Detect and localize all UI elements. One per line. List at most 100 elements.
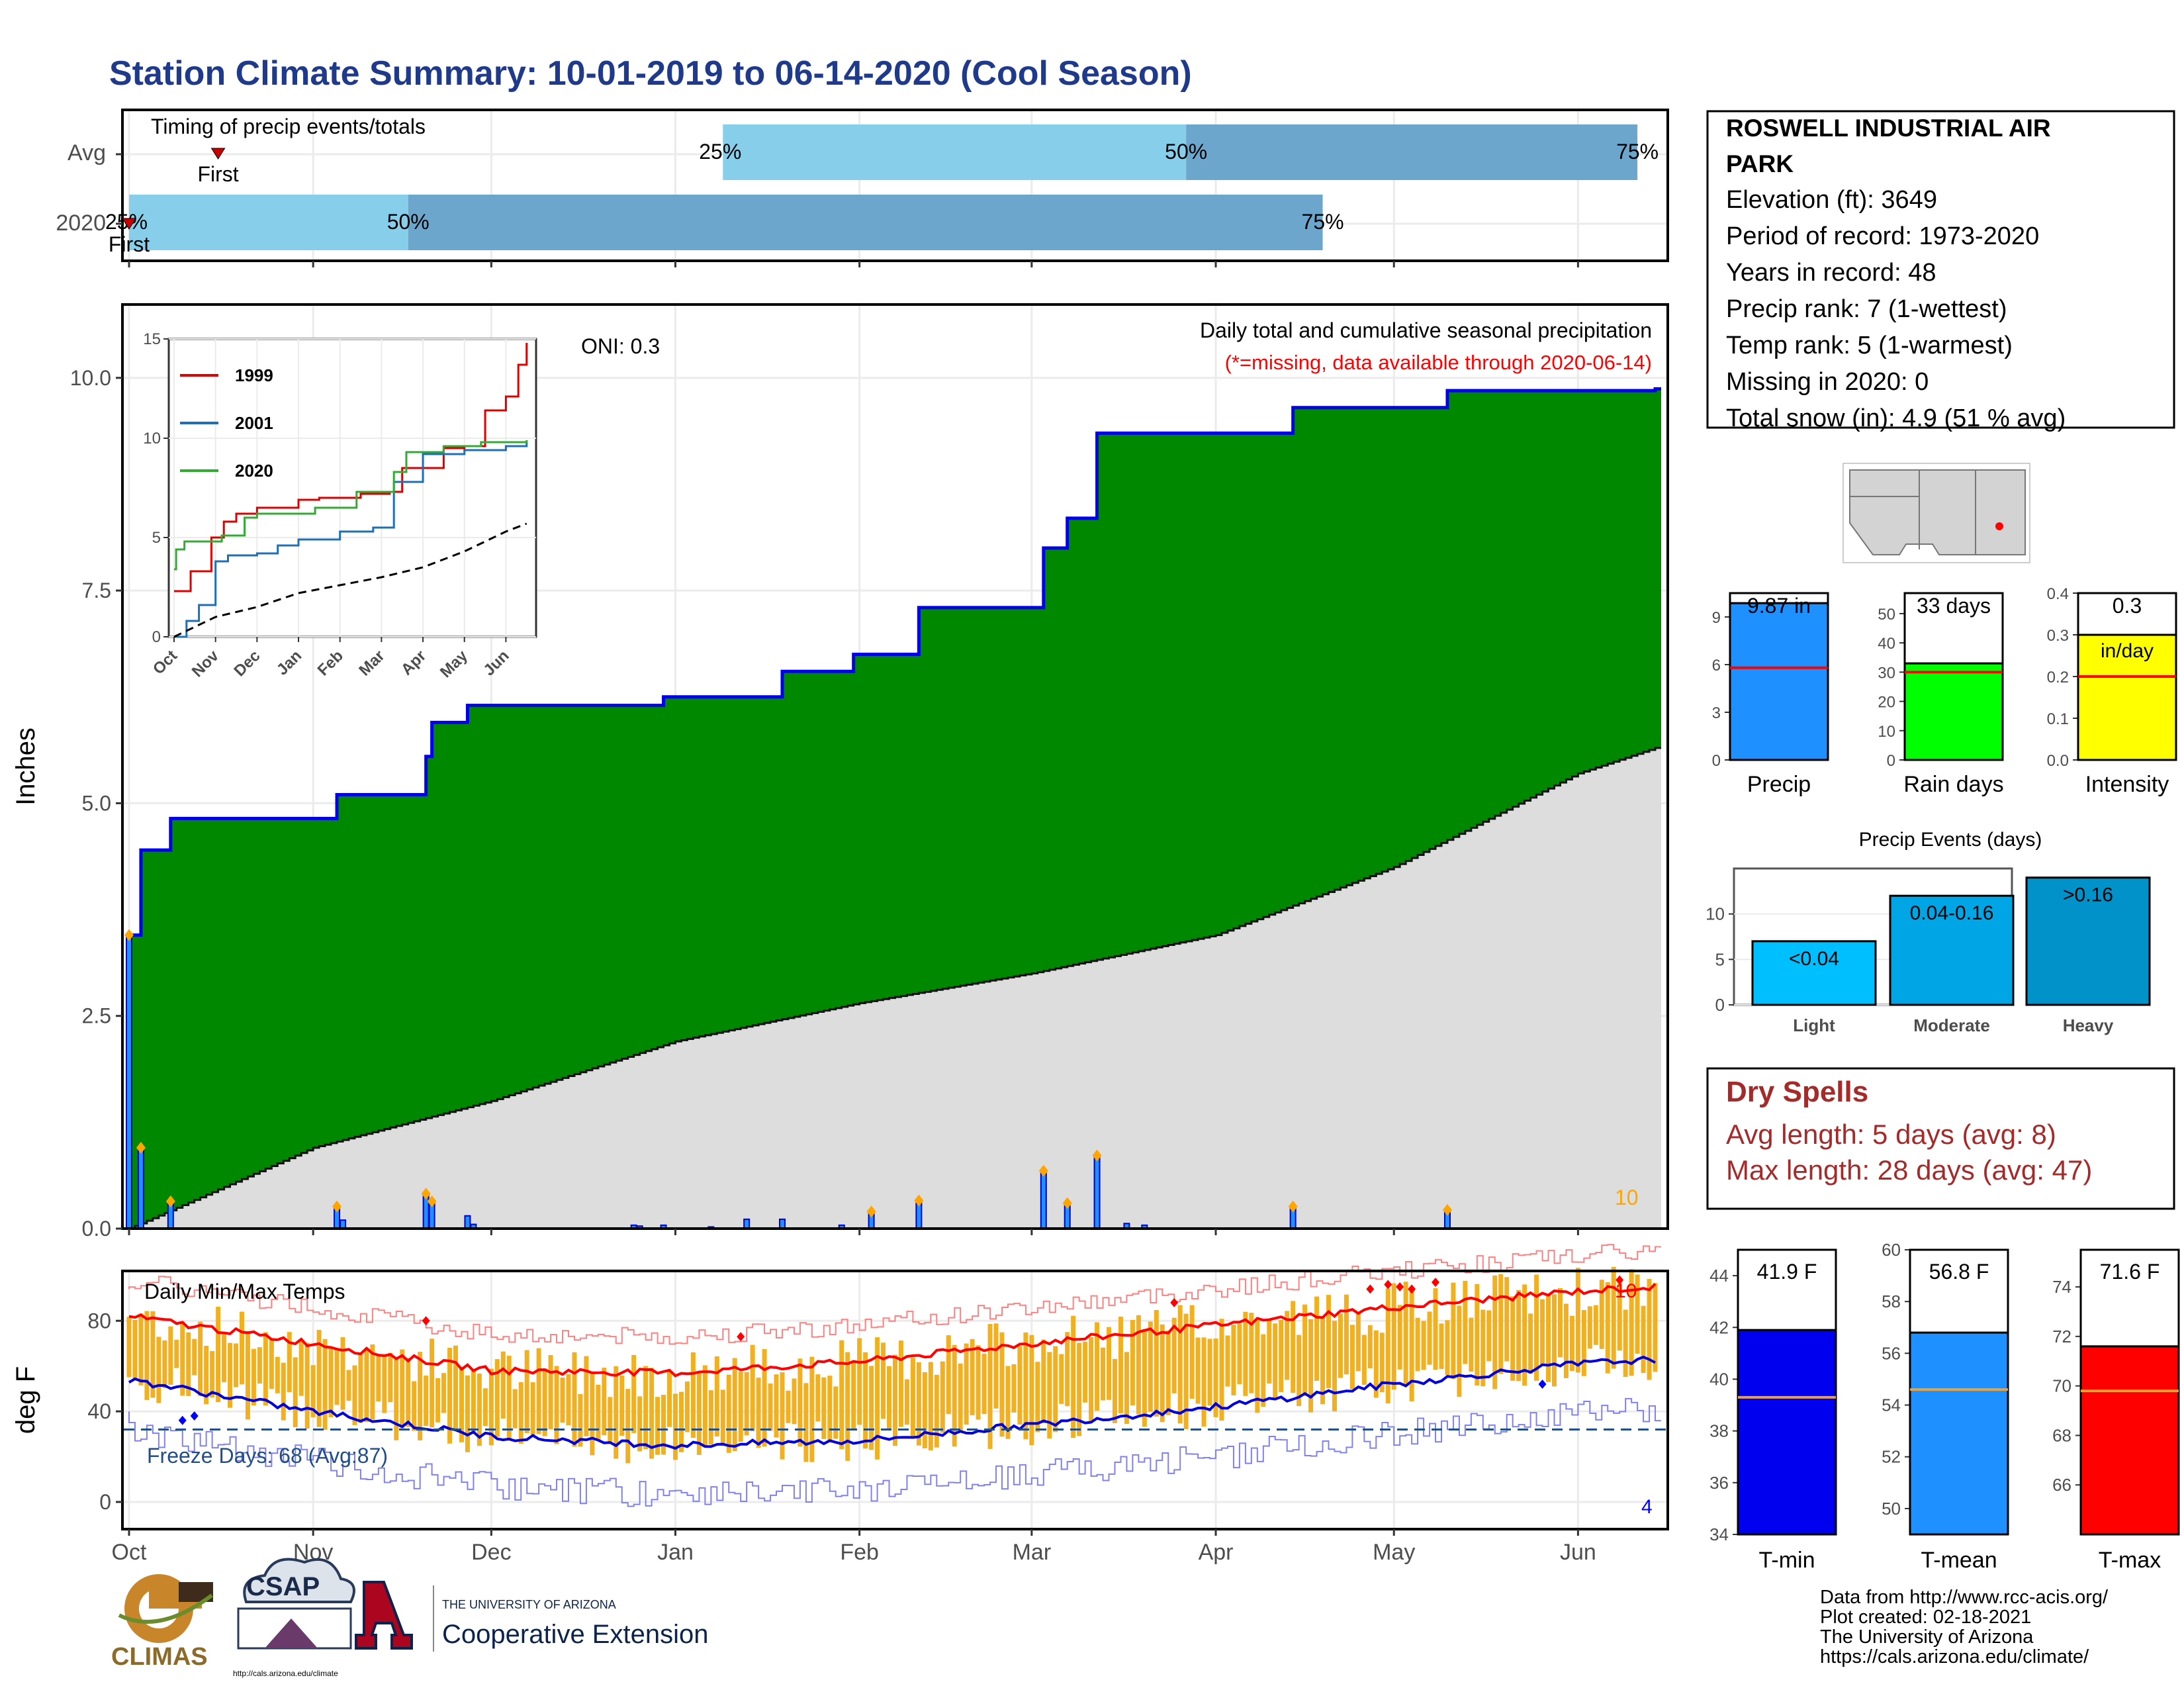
daily-temp-bar xyxy=(756,1378,761,1448)
temp-bar-tick-label: 50 xyxy=(1882,1499,1901,1519)
daily-precip-bar xyxy=(1093,1154,1101,1230)
station-info-line: Total snow (in): 4.9 (51 % avg) xyxy=(1726,404,2066,432)
daily-temp-bar xyxy=(928,1362,933,1451)
daily-temp-bar xyxy=(614,1366,619,1459)
csap-logo-url: http://cals.arizona.edu/climate xyxy=(233,1669,338,1678)
daily-temp-bar xyxy=(696,1373,702,1455)
daily-temp-bar xyxy=(322,1338,328,1430)
daily-temp-bar xyxy=(797,1358,803,1447)
daily-temp-bar xyxy=(198,1321,203,1396)
precip-rank-marker xyxy=(1442,1203,1452,1216)
daily-temp-bar xyxy=(554,1366,559,1444)
record-high-marker xyxy=(737,1332,745,1342)
daily-temp-bar xyxy=(1445,1320,1450,1376)
record-high-marker xyxy=(1396,1282,1404,1291)
precip-y-tick-label: 2.5 xyxy=(82,1004,111,1028)
record-high-marker xyxy=(1384,1280,1392,1289)
dry-spells-avg: Avg length: 5 days (avg: 8) xyxy=(1726,1119,2056,1150)
daily-temp-bar xyxy=(358,1353,363,1423)
daily-temp-bar xyxy=(465,1375,470,1452)
precip-rank-marker xyxy=(1288,1200,1298,1213)
precip-rank-marker xyxy=(124,929,134,941)
daily-temp-bar xyxy=(1587,1306,1592,1349)
daily-temp-bar xyxy=(987,1324,993,1449)
daily-temp-bar xyxy=(1629,1269,1634,1376)
daily-temp-bar xyxy=(435,1378,441,1423)
daily-temp-bar xyxy=(1439,1323,1444,1370)
temp-bar-value-label: 56.8 F xyxy=(1929,1260,1989,1284)
month-label-Oct: Oct xyxy=(112,1540,147,1565)
daily-temp-bar xyxy=(1142,1329,1147,1427)
temp-bar-tick-label: 72 xyxy=(2052,1327,2071,1346)
timing-bar-50-75 xyxy=(408,195,1323,250)
mini-bar-tick-label: 0.3 xyxy=(2047,627,2069,645)
daily-temp-bar xyxy=(424,1376,429,1427)
station-name-line2: PARK xyxy=(1726,150,1794,177)
daily-temp-bar xyxy=(1297,1335,1302,1407)
daily-temp-bar xyxy=(471,1370,476,1432)
daily-temp-bar xyxy=(1249,1313,1254,1393)
temp-bar-label: T-max xyxy=(2099,1548,2161,1573)
temp-bar-tick-label: 42 xyxy=(1709,1317,1729,1337)
daily-temp-bar xyxy=(940,1361,945,1433)
daily-temp-bar xyxy=(1379,1333,1385,1393)
daily-temp-bar xyxy=(459,1366,464,1442)
first-label: First xyxy=(109,232,150,256)
daily-temp-bar xyxy=(827,1376,833,1443)
daily-temp-bar xyxy=(453,1345,459,1429)
precip-event-category: Heavy xyxy=(2063,1015,2114,1035)
timing-pct-50: 50% xyxy=(387,210,430,234)
daily-temp-bar xyxy=(482,1388,488,1427)
daily-temp-bar xyxy=(1540,1299,1545,1366)
first-label: First xyxy=(197,162,238,186)
mini-bar-tick-label: 40 xyxy=(1878,635,1895,653)
daily-temp-bar xyxy=(150,1311,156,1398)
precip-corner-count: 10 xyxy=(1615,1186,1639,1209)
daily-temp-bar xyxy=(1516,1289,1522,1382)
record-high-line xyxy=(128,1244,1661,1345)
daily-temp-bar xyxy=(488,1368,494,1446)
station-info-line: Elevation (ft): 3649 xyxy=(1726,186,1937,214)
daily-temp-bar xyxy=(863,1352,868,1449)
mini-bar-label: Intensity xyxy=(2085,772,2169,797)
daily-temp-bar xyxy=(275,1356,280,1393)
daily-temp-bar xyxy=(340,1336,345,1410)
mini-bar-tick-label: 9 xyxy=(1712,609,1721,627)
daily-temp-bar xyxy=(126,1317,132,1378)
mini-bar-tick-label: 0 xyxy=(1712,752,1721,770)
daily-temp-bar xyxy=(1463,1280,1468,1364)
daily-temp-bar xyxy=(661,1395,666,1455)
climas-logo: CLIMAS xyxy=(111,1574,213,1671)
daily-temp-bar xyxy=(1421,1321,1426,1370)
timing-bar-50-75 xyxy=(1186,124,1638,180)
precip-rank-marker xyxy=(421,1188,431,1200)
mini-bar-value-label: 9.87 in xyxy=(1747,594,1811,618)
precip-rank-marker xyxy=(136,1141,146,1154)
daily-temp-bar xyxy=(738,1372,743,1442)
daily-temp-bar xyxy=(174,1339,179,1368)
daily-temp-bar xyxy=(251,1348,256,1406)
first-marker xyxy=(210,148,226,160)
daily-temp-bar xyxy=(1617,1279,1622,1351)
daily-temp-bar xyxy=(1469,1317,1474,1372)
daily-temp-bar xyxy=(1083,1341,1088,1403)
daily-temp-bar xyxy=(1225,1335,1230,1387)
daily-temp-bar xyxy=(1575,1268,1580,1373)
daily-temp-bar xyxy=(1534,1274,1539,1381)
daily-temp-bar xyxy=(430,1338,435,1428)
daily-temp-bar xyxy=(1201,1337,1206,1427)
precip-events-tick-label: 10 xyxy=(1706,904,1725,924)
station-info-line: Missing in 2020: 0 xyxy=(1726,368,1929,396)
daily-temp-bar xyxy=(1308,1319,1314,1413)
daily-temp-bar xyxy=(304,1342,310,1429)
precip-panel: 0.0 2.5 5.0 7.5 10.0 Inches Daily total and … xyxy=(11,303,1669,1241)
daily-temp-bar xyxy=(1581,1309,1586,1376)
daily-temp-bar xyxy=(293,1357,298,1427)
daily-temp-bar xyxy=(857,1338,862,1425)
daily-temp-bar xyxy=(1361,1335,1367,1385)
avg-tmin-line xyxy=(128,1355,1656,1450)
daily-temp-bar xyxy=(370,1344,375,1420)
daily-temp-bar xyxy=(477,1373,482,1446)
daily-temp-bar xyxy=(1047,1352,1052,1439)
daily-temp-bar xyxy=(228,1342,233,1408)
